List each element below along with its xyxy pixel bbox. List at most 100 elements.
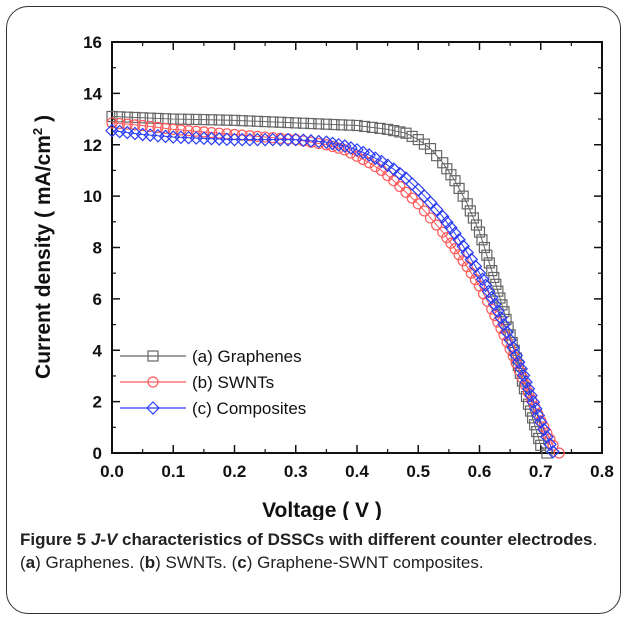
data-point	[244, 115, 256, 127]
data-point	[467, 212, 479, 224]
caption-title-italic: J-V	[90, 530, 118, 549]
data-point	[456, 239, 471, 254]
data-point	[406, 130, 418, 143]
data-point	[182, 125, 195, 137]
legend-marker	[147, 350, 159, 362]
data-point	[129, 119, 141, 131]
data-point	[529, 401, 543, 416]
data-point	[429, 202, 444, 217]
data-point	[514, 361, 528, 376]
data-point	[460, 245, 475, 260]
data-point	[439, 215, 454, 230]
data-point	[452, 232, 466, 247]
data-point	[274, 116, 287, 128]
data-point	[540, 430, 554, 444]
y-axis-label-sup: 2	[30, 128, 45, 135]
series-swnts	[106, 117, 565, 459]
y-tick-label: 4	[93, 341, 103, 360]
data-point	[144, 112, 156, 124]
data-point	[368, 151, 383, 166]
data-point	[152, 121, 164, 134]
data-point	[394, 126, 406, 138]
data-point	[167, 123, 179, 135]
data-point	[533, 432, 545, 445]
data-point	[500, 325, 514, 340]
data-point	[475, 272, 490, 287]
figure-caption: Figure 5 J-V characteristics of DSSCs wi…	[20, 528, 610, 574]
data-point	[531, 408, 546, 423]
data-point	[213, 127, 225, 139]
legend-item-composites: (c) Composites	[120, 399, 306, 418]
data-point	[236, 129, 248, 141]
x-tick-label: 0.8	[590, 462, 614, 481]
data-point	[500, 313, 512, 326]
data-point	[190, 125, 202, 137]
legend-item-graphenes: (a) Graphenes	[120, 347, 302, 366]
y-tick-label: 8	[93, 239, 102, 258]
y-tick-label: 12	[83, 136, 102, 155]
data-point	[328, 118, 340, 131]
axes: 0.0 0.1 0.2 0.3 0.4 0.5 0.6 0.7 0.8 0 2 4 6 8 10 12 14 16	[83, 33, 614, 481]
data-point	[472, 266, 487, 281]
figure-frame	[6, 6, 621, 614]
data-point	[511, 355, 526, 369]
data-point	[484, 290, 499, 305]
y-tick-label: 2	[93, 393, 102, 412]
data-point	[468, 259, 483, 274]
x-tick-label: 0.2	[223, 462, 247, 481]
data-point	[343, 119, 355, 131]
data-point	[228, 114, 241, 126]
y-tick-label: 6	[93, 290, 102, 309]
data-point	[400, 127, 412, 139]
data-point	[497, 317, 511, 332]
data-point	[336, 119, 348, 131]
caption-text-b: ) SWNTs. (	[155, 553, 238, 572]
x-tick-label: 0.1	[161, 462, 185, 481]
data-point	[457, 190, 469, 202]
data-point	[464, 252, 479, 267]
data-point	[543, 437, 557, 452]
data-point	[533, 415, 548, 430]
data-point	[362, 148, 377, 162]
data-point	[437, 226, 449, 238]
data-point	[516, 368, 531, 383]
data-point	[546, 444, 560, 459]
x-tick-label: 0.5	[406, 462, 430, 481]
data-point	[486, 265, 498, 277]
y-tick-label: 16	[83, 33, 102, 52]
data-point	[464, 205, 476, 217]
data-point	[503, 333, 517, 347]
data-point	[380, 158, 395, 173]
data-point	[394, 180, 406, 193]
data-point	[351, 119, 363, 132]
data-point	[137, 112, 149, 124]
data-point	[374, 122, 386, 134]
data-point	[481, 284, 496, 299]
data-point	[175, 124, 187, 136]
data-point	[121, 111, 133, 123]
series-composites	[105, 123, 560, 459]
data-point	[457, 255, 469, 267]
data-point	[190, 113, 202, 126]
data-point	[418, 205, 430, 217]
caption-text-a-open: . (	[20, 530, 598, 572]
data-point	[506, 340, 521, 355]
y-axis-label-end: )	[32, 115, 55, 128]
data-point	[435, 209, 450, 224]
data-point	[320, 118, 332, 130]
data-point	[144, 120, 156, 133]
data-point	[431, 219, 443, 231]
series-layer	[105, 110, 565, 459]
legend-item-swnts: (b) SWNTs	[120, 373, 274, 392]
data-point	[424, 143, 437, 155]
data-point	[445, 169, 457, 181]
data-point	[424, 212, 437, 224]
data-point	[524, 388, 538, 403]
data-point	[526, 395, 541, 409]
data-point	[453, 182, 465, 195]
data-point	[137, 119, 149, 132]
data-point	[121, 118, 133, 130]
data-point	[412, 198, 424, 210]
data-point	[198, 126, 210, 138]
data-point	[182, 113, 195, 125]
